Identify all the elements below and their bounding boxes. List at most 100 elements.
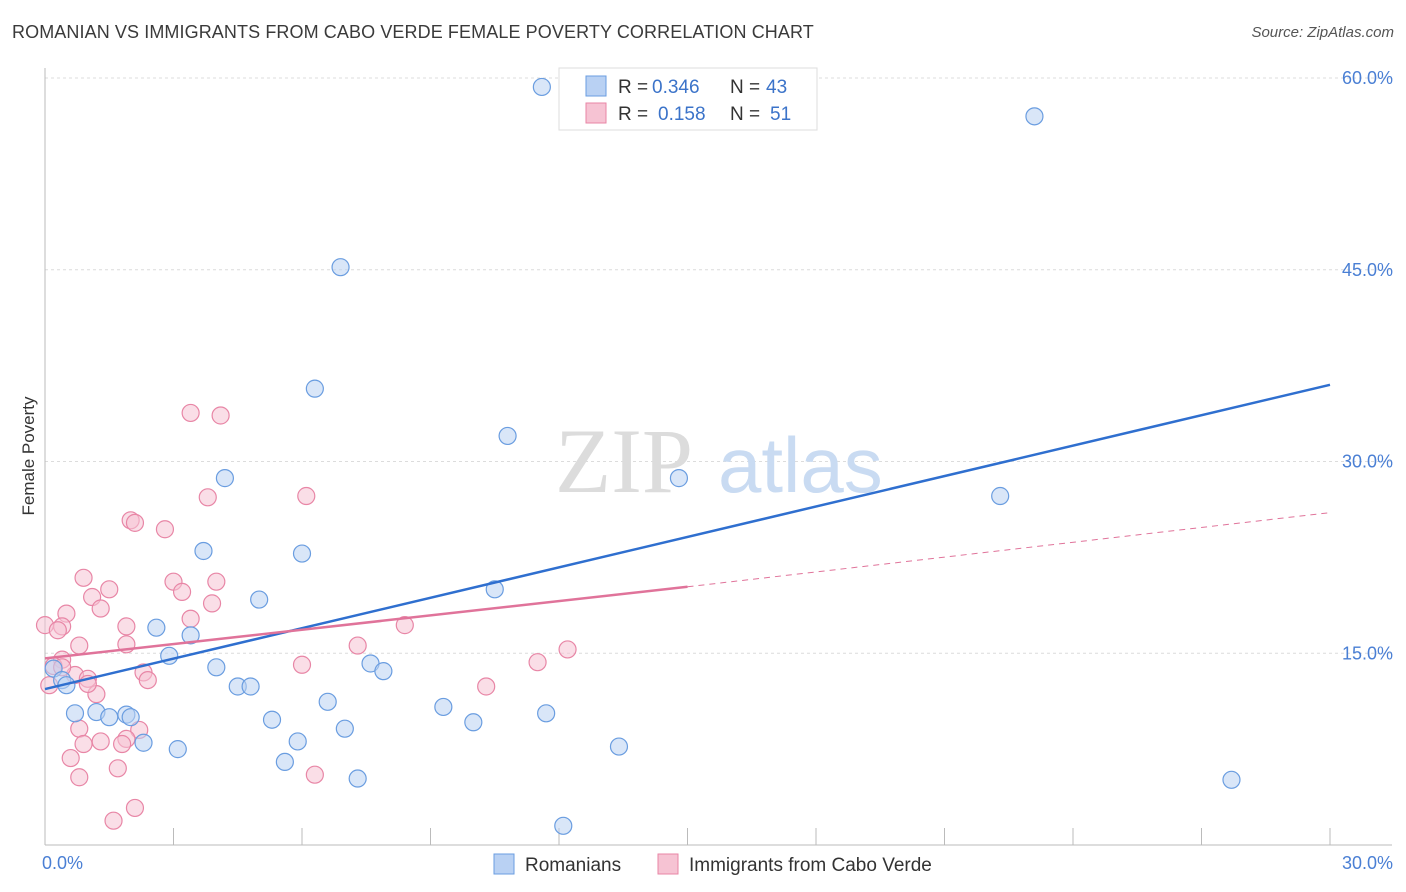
romanians-point-38 xyxy=(609,737,629,756)
romanians-point-35 xyxy=(288,732,307,751)
romanians-trend-line xyxy=(44,383,1331,691)
romanians-point-12 xyxy=(250,590,269,609)
romanians-point-40 xyxy=(348,769,367,788)
legend-n-value-1: 43 xyxy=(766,77,787,98)
cabo-verde-point-46 xyxy=(125,798,145,818)
cabo-verde-point-29 xyxy=(528,653,547,672)
cabo-verde-point-5 xyxy=(125,513,145,532)
romanians-point-25 xyxy=(434,697,453,717)
romanians-point-3 xyxy=(331,258,350,277)
romanians-point-34 xyxy=(335,719,354,738)
cabo-verde-point-24 xyxy=(348,636,367,655)
cabo-verde-trend-extension xyxy=(687,512,1331,588)
romanians-point-2 xyxy=(1025,107,1044,126)
cabo-verde-point-33 xyxy=(138,670,157,690)
cabo-verde-point-1 xyxy=(211,406,230,425)
romanians-point-5 xyxy=(498,426,517,446)
legend-r-label-1: R = xyxy=(618,77,648,98)
cabo-verde-point-22 xyxy=(70,636,89,655)
romanians-point-18 xyxy=(207,658,226,677)
legend-r-value-1: 0.346 xyxy=(652,77,700,98)
x-tick-labels: 0.0% 30.0% xyxy=(42,853,1393,873)
cabo-verde-point-43 xyxy=(108,759,127,778)
x-tick-label-min: 0.0% xyxy=(42,853,83,873)
y-tick-labels: 15.0% 30.0% 45.0% 60.0% xyxy=(1342,68,1393,663)
cabo-verde-point-21 xyxy=(117,617,136,636)
y-tick-label-0: 15.0% xyxy=(1342,643,1393,663)
romanians-point-7 xyxy=(669,469,689,488)
legend-swatch-cabo-verde xyxy=(585,102,607,124)
y-axis-label: Female Poverty xyxy=(19,396,38,516)
cabo-verde-trend-line xyxy=(44,585,688,660)
cabo-verde-point-10 xyxy=(100,580,119,599)
x-tick-label-max: 30.0% xyxy=(1342,853,1393,873)
cabo-verde-point-7 xyxy=(74,568,93,587)
cabo-verde-point-36 xyxy=(70,719,89,738)
cabo-verde-point-13 xyxy=(202,594,222,613)
y-tick-label-3: 60.0% xyxy=(1342,68,1393,88)
legend-n-label-2: N = xyxy=(730,104,760,125)
romanians-point-36 xyxy=(134,733,153,752)
legend-n-label-1: N = xyxy=(730,77,760,98)
watermark-zip: ZIP xyxy=(555,410,693,512)
cabo-verde-point-9 xyxy=(207,572,226,591)
bottom-legend-romanians: Romanians xyxy=(525,855,621,876)
gridlines xyxy=(45,77,1392,654)
romanians-point-42 xyxy=(554,816,573,835)
cabo-verde-point-42 xyxy=(61,748,80,768)
watermark-atlas: atlas xyxy=(718,421,883,509)
cabo-verde-point-28 xyxy=(292,655,312,674)
cabo-verde-point-25 xyxy=(558,640,577,659)
romanians-point-31 xyxy=(121,708,140,727)
romanians-point-10 xyxy=(292,544,312,563)
cabo-verde-point-14 xyxy=(91,599,110,618)
cabo-verde-point-3 xyxy=(297,486,316,506)
cabo-verde-point-40 xyxy=(112,734,132,754)
romanians-point-14 xyxy=(181,626,200,645)
stats-legend: R = 0.346 N = 43 R = 0.158 N = 51 xyxy=(558,67,818,131)
cabo-verde-point-0 xyxy=(181,403,200,423)
cabo-verde-point-47 xyxy=(104,811,123,830)
cabo-verde-point-34 xyxy=(477,677,496,696)
romanians-point-11 xyxy=(485,580,504,599)
cabo-verde-point-11 xyxy=(172,582,192,601)
cabo-verde-point-2 xyxy=(198,488,217,507)
cabo-verde-point-17 xyxy=(395,616,414,635)
romanians-point-30 xyxy=(100,708,119,727)
romanians-point-27 xyxy=(65,704,85,723)
romanians-point-13 xyxy=(147,618,166,637)
watermark: ZIP atlas xyxy=(555,410,883,512)
romanians-point-41 xyxy=(1222,770,1241,789)
cabo-verde-point-16 xyxy=(181,609,200,628)
chart-title: ROMANIAN VS IMMIGRANTS FROM CABO VERDE F… xyxy=(12,22,814,42)
series-legend: Romanians Immigrants from Cabo Verde xyxy=(493,853,932,876)
series-cabo-verde-points xyxy=(35,403,577,830)
legend-n-value-2: 51 xyxy=(770,104,791,125)
legend-r-label-2: R = xyxy=(618,104,648,125)
romanians-point-4 xyxy=(305,379,324,398)
cabo-verde-point-44 xyxy=(305,765,324,784)
bottom-legend-swatch-romanians xyxy=(493,853,515,875)
romanians-point-0 xyxy=(532,77,551,97)
romanians-point-37 xyxy=(168,740,187,759)
y-tick-label-2: 45.0% xyxy=(1342,260,1393,280)
legend-swatch-romanians xyxy=(585,75,607,97)
bottom-legend-cabo-verde: Immigrants from Cabo Verde xyxy=(689,855,932,876)
romanians-point-33 xyxy=(464,713,483,732)
romanians-point-39 xyxy=(275,752,294,772)
romanians-point-23 xyxy=(241,677,260,696)
romanians-point-6 xyxy=(215,469,234,488)
chart-source: Source: ZipAtlas.com xyxy=(1251,24,1394,41)
cabo-verde-point-39 xyxy=(91,732,110,751)
romanians-point-17 xyxy=(374,662,393,681)
romanians-point-24 xyxy=(318,692,337,711)
cabo-verde-point-6 xyxy=(155,520,175,539)
bottom-legend-swatch-cabo-verde xyxy=(657,853,679,875)
romanians-point-26 xyxy=(537,704,556,723)
romanians-point-8 xyxy=(991,486,1010,506)
romanians-point-32 xyxy=(262,710,282,729)
y-tick-label-1: 30.0% xyxy=(1342,452,1393,472)
trend-lines xyxy=(44,383,1331,691)
cabo-verde-point-41 xyxy=(74,734,93,754)
